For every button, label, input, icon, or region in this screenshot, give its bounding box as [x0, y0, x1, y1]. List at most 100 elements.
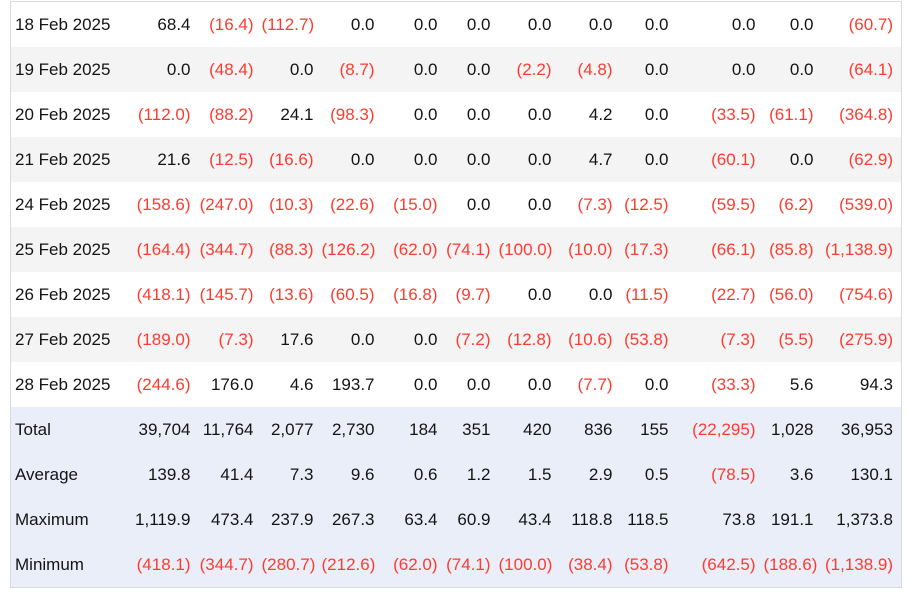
- value-cell: 73.8: [722, 509, 756, 529]
- value-cell: (12.5): [209, 149, 254, 169]
- value-cell: (418.1): [136, 284, 191, 304]
- value-cell: 21.6: [157, 149, 191, 169]
- date-cell: 20 Feb 2025: [15, 104, 111, 124]
- value-cell: 193.7: [331, 374, 375, 394]
- value-cell: 0.0: [466, 104, 491, 124]
- value-cell: 420: [523, 419, 552, 439]
- value-cell: (7.3): [218, 329, 254, 349]
- value-cell: 473.4: [210, 509, 254, 529]
- value-cell: 4.7: [588, 149, 613, 169]
- value-cell: (100.0): [498, 239, 553, 259]
- value-cell: 118.5: [627, 509, 669, 529]
- value-cell: (62.0): [393, 239, 438, 259]
- value-cell: 0.0: [789, 59, 814, 79]
- value-cell: 0.0: [789, 14, 814, 34]
- summary-row: Total 39,704 11,764 2,077 2,730 184 351 420 836 1…: [10, 407, 902, 452]
- value-cell: 0.0: [413, 329, 438, 349]
- table-row: 28 Feb 2025 (244.6) 176.0 4.6 193.7 0.0 0.0 0.0…: [11, 362, 902, 407]
- value-cell: (164.4): [136, 239, 191, 259]
- value-cell: 0.0: [527, 374, 552, 394]
- summary-label-cell: Minimum: [15, 554, 84, 574]
- value-cell: 0.0: [644, 149, 669, 169]
- value-cell: (74.1): [446, 239, 491, 259]
- value-cell: 36,953: [841, 419, 893, 439]
- summary-label-cell: Average: [15, 464, 79, 484]
- date-cell: 28 Feb 2025: [15, 374, 111, 394]
- table-row: 27 Feb 2025 (189.0) (7.3) 17.6 0.0 0.0 (7.2) (1…: [10, 317, 902, 362]
- value-cell: (188.6): [763, 554, 818, 574]
- value-cell: (17.3): [624, 239, 669, 259]
- value-cell: (6.2): [778, 194, 814, 214]
- value-cell: 1,119.9: [135, 509, 191, 529]
- value-cell: (53.8): [624, 329, 669, 349]
- value-cell: 0.0: [413, 59, 438, 79]
- summary-label-cell: Total: [15, 419, 51, 439]
- value-cell: (56.0): [769, 284, 814, 304]
- value-cell: 4.2: [588, 104, 613, 124]
- value-cell: 0.0: [166, 59, 191, 79]
- value-cell: 0.0: [588, 284, 613, 304]
- value-cell: (244.6): [136, 374, 191, 394]
- value-cell: (1,138.9): [824, 554, 893, 574]
- value-cell: (88.2): [209, 104, 254, 124]
- value-cell: 3.6: [789, 464, 814, 484]
- value-cell: (59.5): [711, 194, 756, 214]
- value-cell: (64.1): [848, 59, 893, 79]
- value-cell: (85.8): [769, 239, 814, 259]
- value-cell: (22,295): [692, 419, 756, 439]
- value-cell: (642.5): [701, 554, 756, 574]
- value-cell: (53.8): [624, 554, 669, 574]
- table-row: 19 Feb 2025 0.0 (48.4) 0.0 (8.7) 0.0 0.0 (2.2) (…: [10, 47, 902, 92]
- value-cell: 184: [409, 419, 438, 439]
- date-cell: 21 Feb 2025: [15, 149, 111, 169]
- value-cell: (126.2): [321, 239, 376, 259]
- value-cell: (418.1): [136, 554, 191, 574]
- value-cell: (754.6): [839, 284, 893, 304]
- value-cell: 0.0: [644, 59, 669, 79]
- value-cell: (5.5): [778, 329, 814, 349]
- value-cell: 130.1: [850, 464, 893, 484]
- date-cell: 25 Feb 2025: [15, 239, 111, 259]
- date-cell: 18 Feb 2025: [15, 14, 111, 34]
- value-cell: (13.6): [269, 284, 314, 304]
- value-cell: (1,138.9): [824, 239, 893, 259]
- value-cell: 351: [462, 419, 491, 439]
- value-cell: (48.4): [209, 59, 254, 79]
- value-cell: 139.8: [147, 464, 191, 484]
- value-cell: (10.6): [568, 329, 613, 349]
- date-cell: 26 Feb 2025: [15, 284, 111, 304]
- value-cell: (280.7): [261, 554, 316, 574]
- value-cell: (4.8): [577, 59, 613, 79]
- value-cell: 39,704: [138, 419, 191, 439]
- value-cell: 17.6: [280, 329, 314, 349]
- table-row: 21 Feb 2025 21.6 (12.5) (16.6) 0.0 0.0 0.0 0.0 4…: [10, 137, 902, 182]
- value-cell: 0.0: [731, 59, 756, 79]
- value-cell: (7.7): [577, 374, 613, 394]
- value-cell: 0.0: [350, 14, 375, 34]
- value-cell: 11,764: [202, 419, 254, 439]
- value-cell: (33.3): [711, 374, 756, 394]
- summary-row: Minimum (418.1) (344.7) (280.7) (212.6) (62.0…: [10, 542, 902, 588]
- value-cell: 63.4: [404, 509, 438, 529]
- value-cell: 24.1: [280, 104, 314, 124]
- table-row: 18 Feb 2025 68.4 (16.4) (112.7) 0.0 0.0 0.0 0.0…: [11, 2, 902, 48]
- value-cell: 0.0: [466, 149, 491, 169]
- value-cell: (9.7): [455, 284, 491, 304]
- date-cell: 24 Feb 2025: [15, 194, 111, 214]
- value-cell: 0.0: [413, 104, 438, 124]
- value-cell: (10.0): [568, 239, 613, 259]
- value-cell: 4.6: [289, 374, 314, 394]
- value-cell: 0.0: [466, 14, 491, 34]
- value-cell: 0.0: [350, 329, 375, 349]
- value-cell: (7.3): [720, 329, 756, 349]
- value-cell: 0.0: [789, 149, 814, 169]
- value-cell: 1.2: [466, 464, 491, 484]
- value-cell: (88.3): [269, 239, 314, 259]
- summary-row: Average 139.8 41.4 7.3 9.6 0.6 1.2 1.5 2.9 0.5 (78…: [10, 452, 902, 497]
- value-cell: (15.0): [393, 194, 438, 214]
- value-cell: 118.8: [571, 509, 613, 529]
- value-cell: (60.5): [330, 284, 375, 304]
- value-cell: (11.5): [625, 284, 669, 304]
- value-cell: 0.0: [644, 14, 669, 34]
- value-cell: (12.5): [624, 194, 669, 214]
